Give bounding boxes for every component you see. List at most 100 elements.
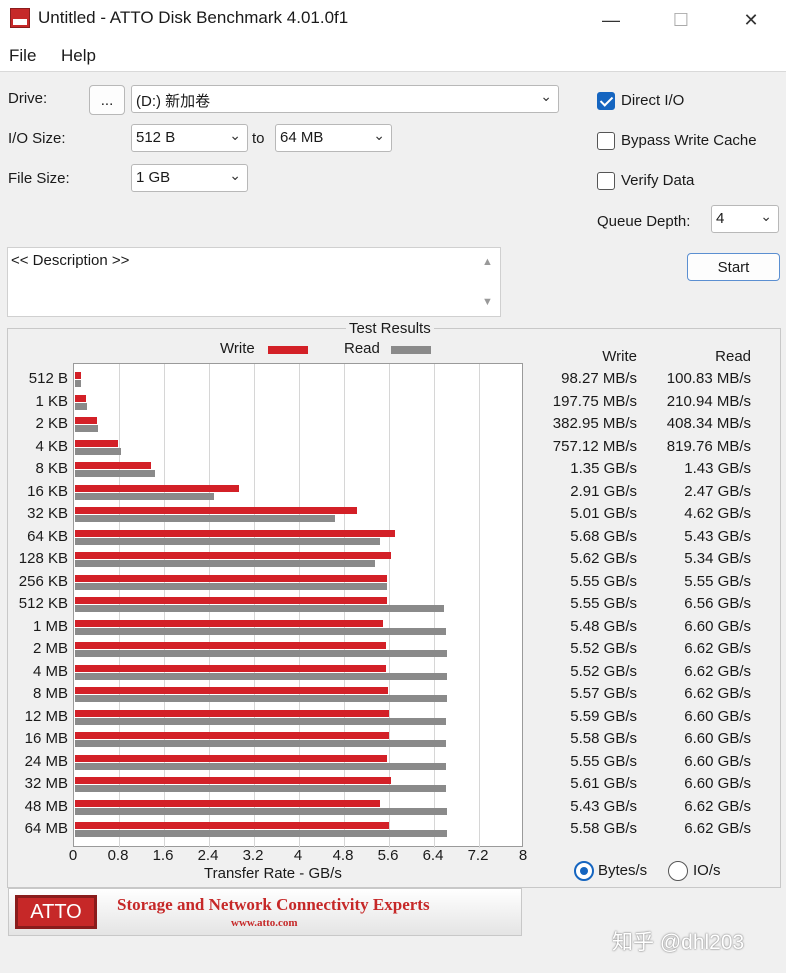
scroll-down-icon[interactable]: ▼ [482,296,493,308]
read-value: 6.62 GB/s [684,820,751,837]
window-title: Untitled - ATTO Disk Benchmark 4.01.0f1 [38,8,349,27]
write-value: 5.58 GB/s [570,730,637,747]
read-value: 6.56 GB/s [684,595,751,612]
write-value: 2.91 GB/s [570,482,637,500]
bytes-per-sec-label: Bytes/s [598,862,648,879]
x-tick-label: 4.8 [332,847,354,864]
read-bar [75,515,335,522]
chevron-down-icon: ⌄ [229,127,241,143]
io-per-sec-radio[interactable] [668,861,688,881]
read-bar [75,830,448,837]
atto-app-icon [10,8,30,28]
x-tick-label: 7.2 [467,847,489,864]
read-bar [75,605,444,612]
write-value: 5.01 GB/s [570,505,637,522]
read-bar [75,672,448,680]
read-bar [75,627,447,635]
banner-url: www.atto.com [231,917,298,929]
description-box[interactable]: << Description >> ▲ ▼ [7,247,501,317]
write-bar [75,439,118,447]
start-button[interactable]: Start [687,253,780,281]
read-bar [75,582,388,590]
block-size-label: 1 KB [35,392,68,410]
drive-select[interactable]: (D:) 新加卷 ⌄ [131,85,559,113]
read-bar [75,740,447,747]
write-value: 5.55 GB/s [570,572,637,590]
write-value: 5.43 GB/s [570,797,637,815]
write-value: 5.68 GB/s [570,527,637,545]
x-tick-label: 0.8 [107,847,129,864]
direct-io-checkbox[interactable] [597,92,615,110]
file-size-value: 1 GB [136,169,171,186]
banner-tagline: Storage and Network Connectivity Experts [117,895,430,914]
menu-help[interactable]: Help [61,46,96,65]
bypass-write-cache-label: Bypass Write Cache [621,132,757,149]
legend-read-label: Read [344,340,380,357]
legend-write-label: Write [220,340,255,357]
browse-button[interactable]: ... [89,85,125,115]
description-placeholder: << Description >> [11,252,130,269]
write-value: 382.95 MB/s [552,415,637,432]
watermark: 知乎 @dhl203 [612,931,745,954]
scroll-up-icon[interactable]: ▲ [482,256,493,268]
write-bar [75,754,388,762]
write-bar [75,664,386,672]
write-value: 197.75 MB/s [552,392,637,410]
io-size-to-select[interactable]: 64 MB ⌄ [275,124,392,152]
column-write-header: Write [602,348,637,365]
drive-value: (D:) 新加卷 [136,93,211,110]
drive-label: Drive: [8,90,48,107]
read-value: 2.47 GB/s [684,482,751,500]
write-bar [75,372,81,379]
read-bar [75,402,87,410]
write-value: 5.52 GB/s [570,640,637,657]
block-size-label: 32 KB [27,505,68,522]
maximize-button[interactable]: ☐ [672,9,690,30]
write-bar [75,529,395,537]
bytes-per-sec-radio[interactable] [574,861,594,881]
x-tick-label: 2.4 [197,847,219,864]
write-bar [75,552,392,559]
x-tick-label: 3.2 [242,847,264,864]
x-tick-label: 4 [293,847,303,864]
block-size-label: 8 MB [32,685,68,702]
bypass-write-cache-checkbox[interactable] [597,132,615,150]
read-value: 6.62 GB/s [684,685,751,702]
read-value: 210.94 MB/s [666,392,751,410]
queue-depth-select[interactable]: 4 ⌄ [711,205,779,233]
verify-data-checkbox[interactable] [597,172,615,190]
read-bar [75,695,448,702]
menu-file[interactable]: File [9,46,37,65]
file-size-select[interactable]: 1 GB ⌄ [131,164,248,192]
read-value: 5.34 GB/s [684,550,751,567]
read-value: 6.62 GB/s [684,640,751,657]
block-size-label: 64 KB [27,527,68,545]
read-bar [75,807,448,815]
minimize-button[interactable]: — [602,9,620,30]
queue-depth-value: 4 [716,210,725,227]
read-value: 4.62 GB/s [684,505,751,522]
write-bar [75,619,384,627]
write-bar [75,777,391,784]
block-size-label: 512 B [28,370,68,387]
x-axis-label: Transfer Rate - GB/s [204,865,342,882]
read-value: 6.60 GB/s [684,730,751,747]
write-value: 5.52 GB/s [570,662,637,680]
read-value: 6.62 GB/s [684,662,751,680]
close-button[interactable]: ✕ [743,9,759,30]
write-value: 5.48 GB/s [570,617,637,635]
atto-banner[interactable]: ATTO Storage and Network Connectivity Ex… [8,888,522,936]
x-tick-label: 6.4 [422,847,444,864]
write-bar [75,687,389,694]
queue-depth-label: Queue Depth: [597,213,691,230]
legend-read-swatch [391,346,431,354]
chevron-down-icon: ⌄ [373,127,385,143]
io-size-from-select[interactable]: 512 B ⌄ [131,124,248,152]
read-value: 6.60 GB/s [684,707,751,725]
block-size-label: 32 MB [24,775,68,792]
transfer-rate-chart [73,363,523,848]
read-bar [75,762,447,770]
block-size-label: 256 KB [18,572,68,590]
read-bar [75,425,98,432]
write-bar [75,484,239,492]
